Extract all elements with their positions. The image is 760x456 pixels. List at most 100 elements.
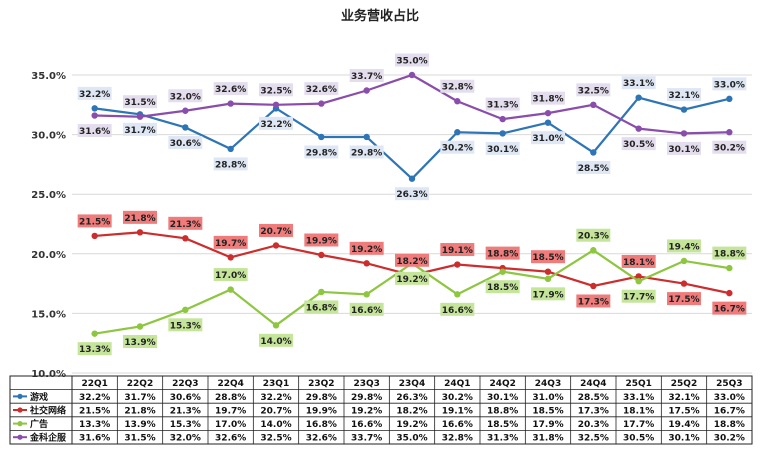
- x-category-label: 24Q4: [580, 379, 606, 389]
- data-point: [726, 289, 733, 297]
- data-label: 26.3%: [396, 190, 427, 200]
- table-cell: 32.5%: [260, 434, 291, 444]
- data-point: [272, 101, 280, 109]
- data-point: [272, 242, 280, 249]
- data-label-bg: [349, 145, 384, 159]
- data-label-bg: [621, 137, 656, 151]
- legend-label: 广告: [30, 418, 48, 430]
- table-cell: 33.0%: [714, 393, 745, 403]
- data-point: [680, 106, 688, 113]
- legend-label: 社交网络: [29, 405, 66, 417]
- data-label: 17.3%: [578, 297, 609, 307]
- data-label: 32.0%: [170, 92, 201, 102]
- data-point: [182, 124, 189, 131]
- y-tick-label: 25.0%: [31, 190, 66, 201]
- x-category-label: 25Q3: [716, 379, 742, 389]
- x-category-label: 23Q1: [263, 379, 289, 389]
- data-point: [227, 100, 234, 107]
- legend-marker: [17, 434, 23, 440]
- data-label-bg: [621, 254, 656, 268]
- data-point: [408, 71, 416, 79]
- legend-label: 游戏: [30, 391, 48, 403]
- data-point: [91, 330, 98, 337]
- data-label-bg: [531, 287, 565, 301]
- data-label: 28.5%: [578, 164, 609, 174]
- table-cell: 31.5%: [124, 434, 155, 444]
- table-cell: 28.5%: [578, 393, 609, 403]
- table-cell: 30.2%: [714, 434, 745, 444]
- data-label-bg: [395, 187, 429, 201]
- data-label-bg: [77, 86, 112, 100]
- data-label-bg: [440, 243, 475, 257]
- table-cell: 31.6%: [79, 434, 110, 444]
- data-label: 30.1%: [668, 145, 699, 155]
- data-label-bg: [304, 300, 339, 314]
- data-label: 29.8%: [306, 148, 337, 158]
- data-point: [363, 291, 370, 298]
- table-cell: 32.2%: [79, 393, 110, 403]
- x-category-label: 23Q2: [308, 379, 334, 389]
- data-point: [544, 275, 552, 283]
- data-table: 22Q1 22Q2 22Q3 22Q4 23Q1 23Q2 23Q3 23Q4 24Q1 24Q2…: [9, 375, 753, 445]
- data-point: [227, 254, 234, 261]
- table-cell: 20.3%: [578, 420, 609, 430]
- table-cell: 17.0%: [215, 420, 246, 430]
- data-label: 31.8%: [532, 95, 563, 105]
- table-cell: 13.9%: [124, 420, 155, 430]
- table-cell: 30.1%: [487, 393, 518, 403]
- data-label: 32.2%: [260, 120, 291, 130]
- data-label: 31.0%: [532, 134, 563, 144]
- table-cell: 31.3%: [487, 434, 518, 444]
- data-point: [499, 115, 506, 123]
- x-category-label: 23Q3: [353, 379, 379, 389]
- data-label-bg: [531, 131, 565, 145]
- data-label: 18.5%: [487, 283, 518, 293]
- table-cell: 18.8%: [487, 407, 518, 417]
- x-category-label: 23Q4: [399, 379, 425, 389]
- table-cell: 13.3%: [79, 420, 110, 430]
- data-point: [726, 95, 733, 103]
- table-cell: 32.6%: [215, 434, 246, 444]
- table-cell: 30.6%: [170, 393, 201, 403]
- data-label-bg: [667, 292, 701, 306]
- table-cell: 31.7%: [124, 393, 155, 403]
- data-label: 17.7%: [623, 293, 654, 303]
- data-label-bg: [485, 141, 520, 155]
- data-point: [680, 280, 688, 287]
- data-label-bg: [712, 301, 747, 315]
- table-cell: 21.5%: [79, 407, 110, 417]
- data-label-bg: [395, 271, 429, 285]
- data-label-bg: [123, 210, 157, 224]
- data-point: [726, 129, 733, 136]
- data-point: [680, 130, 688, 137]
- data-label-bg: [667, 239, 701, 253]
- table-cell: 20.7%: [260, 407, 291, 417]
- data-label: 31.6%: [79, 127, 110, 137]
- table-cell: 19.9%: [306, 407, 337, 417]
- table-cell: 32.6%: [306, 434, 337, 444]
- data-label: 18.5%: [532, 253, 563, 263]
- data-label-bg: [77, 124, 112, 138]
- table-cell: 31.8%: [532, 434, 563, 444]
- data-point: [136, 323, 144, 330]
- data-point: [318, 288, 325, 296]
- data-point: [726, 264, 733, 272]
- table-cell: 32.5%: [578, 434, 609, 444]
- data-point: [272, 322, 280, 329]
- data-label-bg: [123, 122, 157, 136]
- table-cell: 19.4%: [668, 420, 699, 430]
- data-label: 19.2%: [396, 275, 427, 285]
- table-cell: 19.7%: [215, 407, 246, 417]
- data-point: [544, 109, 552, 117]
- table-cell: 17.3%: [578, 407, 609, 417]
- data-point: [182, 306, 189, 314]
- data-point: [136, 229, 144, 236]
- x-category-label: 22Q4: [217, 379, 243, 389]
- data-point: [182, 235, 189, 242]
- table-cell: 32.2%: [260, 393, 291, 403]
- data-point: [544, 119, 552, 126]
- data-label-bg: [621, 289, 656, 303]
- data-label: 19.1%: [442, 246, 473, 256]
- data-label-bg: [168, 318, 203, 332]
- table-cell: 31.0%: [532, 393, 563, 403]
